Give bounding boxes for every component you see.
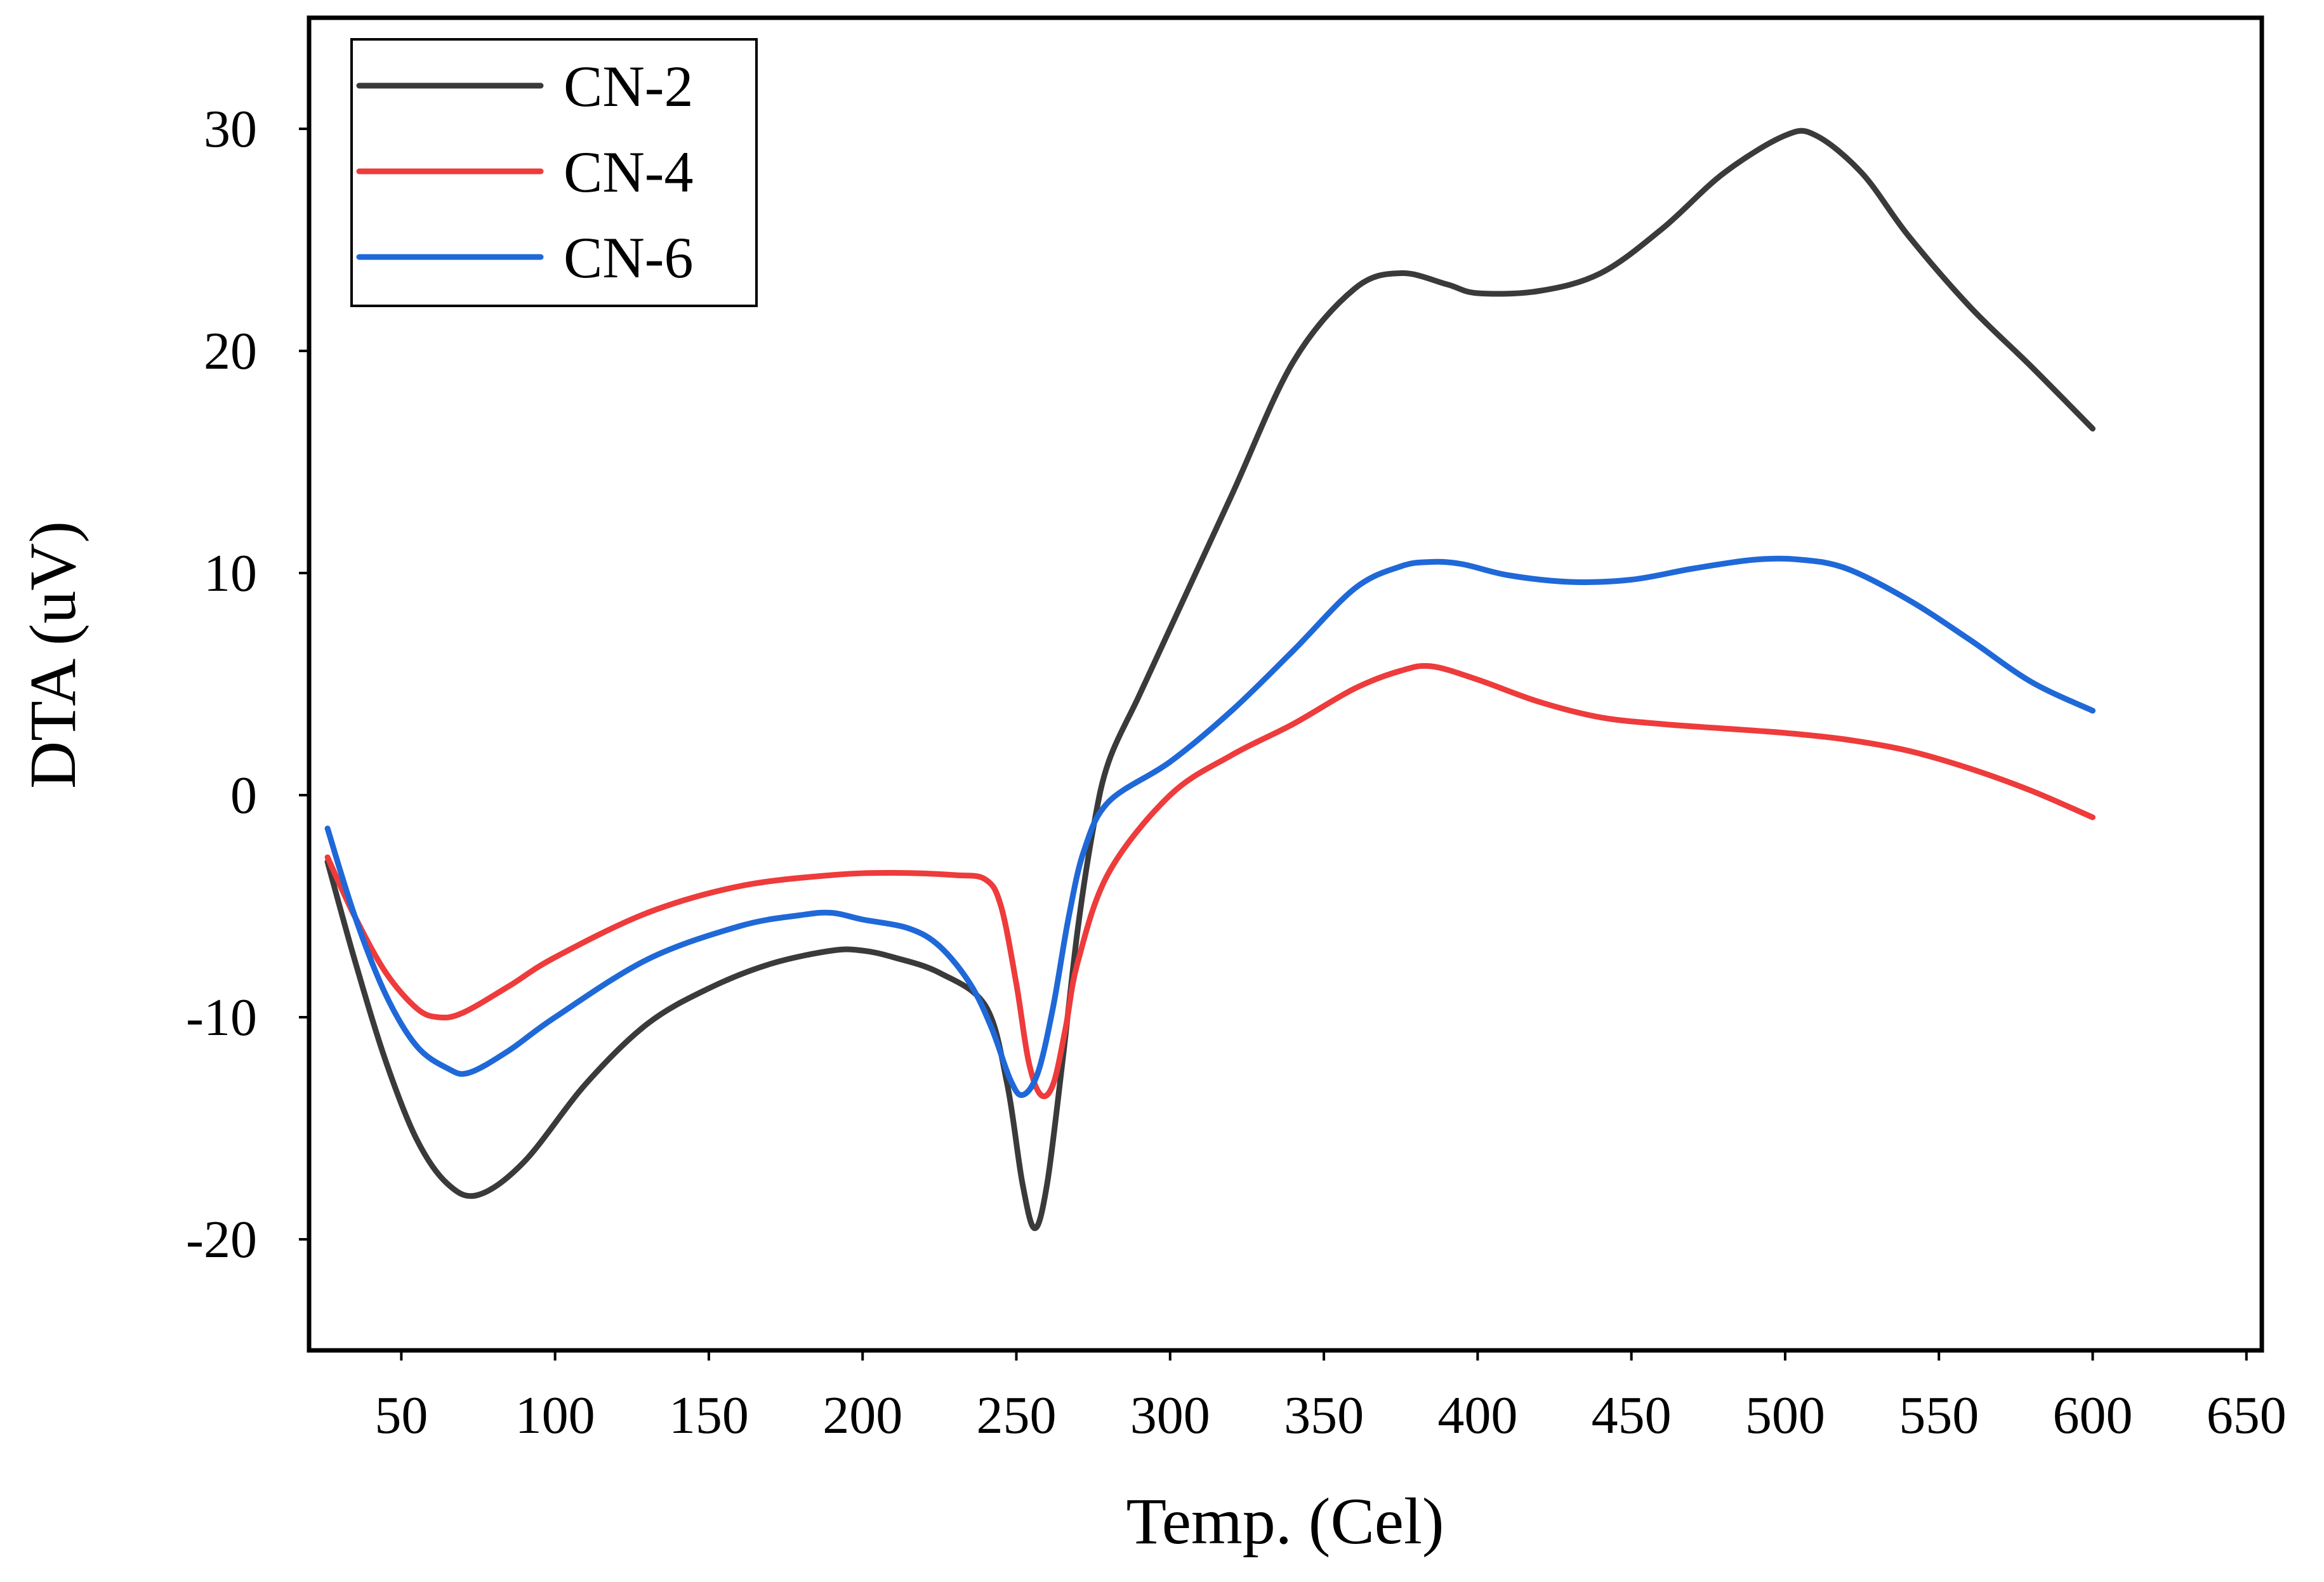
plot-frame: [307, 15, 2264, 1353]
series-line-cn-2: [324, 128, 2096, 1231]
legend-label-cn-2: CN-2: [564, 54, 693, 119]
y-tick-label: 0: [230, 766, 257, 825]
x-tick-label: 500: [1745, 1386, 1825, 1445]
x-axis-title: Temp. (Cel): [1126, 1485, 1444, 1558]
x-tick-label: 50: [374, 1386, 428, 1445]
y-tick-label: 10: [204, 544, 257, 603]
y-tick-label: -10: [186, 988, 257, 1047]
series-line-cn-6: [324, 555, 2096, 1098]
plot-area: [324, 128, 2096, 1231]
legend: CN-2 CN-4 CN-6: [350, 38, 758, 307]
y-tick-label: -20: [186, 1210, 257, 1269]
x-tick-label: 250: [977, 1386, 1057, 1445]
series-line-cn-4: [324, 662, 2096, 1100]
legend-label-cn-6: CN-6: [564, 225, 693, 290]
x-tick-label: 200: [822, 1386, 902, 1445]
x-tick-label: 150: [669, 1386, 749, 1445]
legend-label-cn-4: CN-4: [564, 140, 693, 204]
y-tick-label: 20: [204, 322, 257, 381]
tick-labels: 50 100 150 200 250 300 350 400 450 500 550 600 65030…: [186, 100, 2287, 1445]
ticks: [299, 128, 2248, 1361]
x-tick-label: 600: [2052, 1386, 2132, 1445]
x-tick-label: 350: [1284, 1386, 1364, 1445]
y-axis-title: DTA (uV): [17, 521, 89, 789]
y-tick-label: 30: [204, 100, 257, 159]
x-tick-label: 400: [1437, 1386, 1517, 1445]
x-tick-label: 550: [1899, 1386, 1979, 1445]
x-tick-label: 100: [515, 1386, 595, 1445]
x-tick-label: 300: [1130, 1386, 1210, 1445]
x-tick-label: 650: [2207, 1386, 2287, 1445]
x-tick-label: 450: [1592, 1386, 1672, 1445]
